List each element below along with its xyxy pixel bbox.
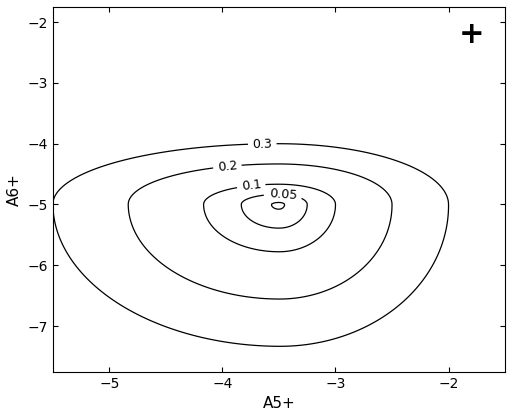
Y-axis label: A6+: A6+ <box>7 173 22 206</box>
Text: 0.3: 0.3 <box>252 137 272 150</box>
Text: 0.1: 0.1 <box>241 178 262 193</box>
X-axis label: A5+: A5+ <box>263 396 295 411</box>
Text: 0.05: 0.05 <box>268 187 297 202</box>
Text: 0.2: 0.2 <box>217 159 238 174</box>
Text: +: + <box>458 20 484 49</box>
